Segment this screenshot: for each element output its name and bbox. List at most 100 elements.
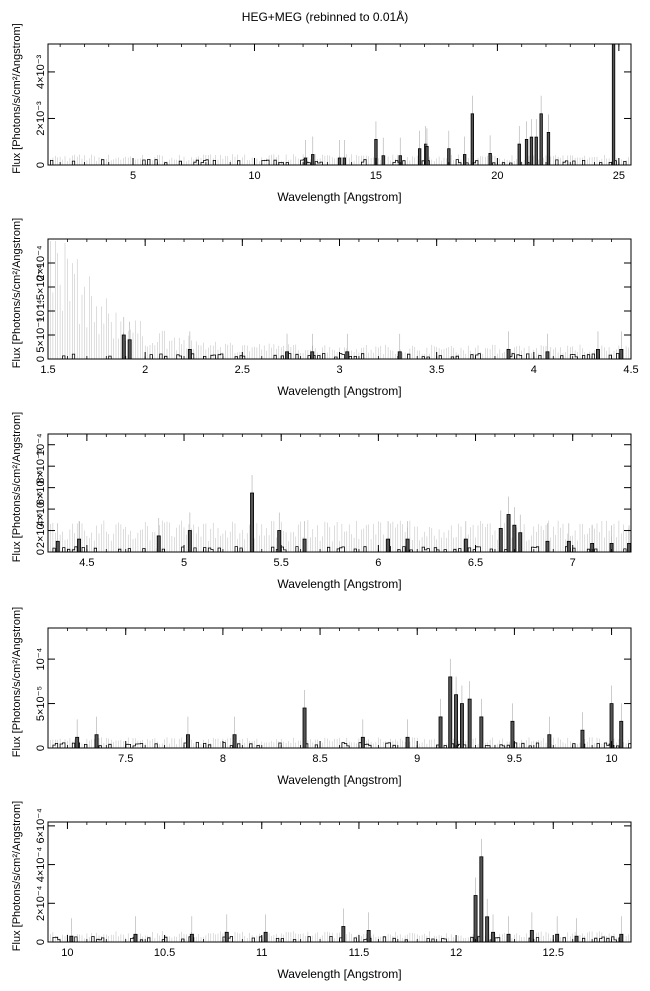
data-bin <box>302 538 307 553</box>
y-tick-label: 0 <box>35 356 47 362</box>
x-tick-label: 5 <box>130 170 136 182</box>
x-tick-label: 15 <box>370 170 382 182</box>
y-tick-label: 10⁻⁴ <box>35 299 47 322</box>
data-bin <box>69 935 74 943</box>
data-bin <box>510 720 515 749</box>
data-bin <box>545 540 550 553</box>
x-tick-label: 4 <box>531 364 537 376</box>
data-bin <box>366 930 371 943</box>
x-tick-label: 20 <box>491 170 503 182</box>
data-bin <box>529 136 534 166</box>
y-axis-label: Flux [Photons/s/cm²/Angstrom] <box>11 23 23 173</box>
y-tick-label: 10⁻⁴ <box>35 647 47 670</box>
x-tick-label: 8 <box>220 753 226 765</box>
data-bin <box>524 138 529 166</box>
x-tick-label: 5 <box>181 557 187 569</box>
y-tick-label: 2×10⁻⁴ <box>35 885 47 921</box>
data-bin <box>75 736 80 749</box>
data-bin <box>506 514 511 553</box>
plot-frame <box>47 627 632 749</box>
data-bin <box>467 698 472 749</box>
x-tick-label: 7.5 <box>118 753 133 765</box>
data-bin <box>156 535 161 553</box>
data-bin <box>546 131 551 166</box>
x-tick-label: 6.5 <box>468 557 483 569</box>
data-bin <box>185 734 190 749</box>
data-bin <box>611 43 616 166</box>
x-tick-label: 2.5 <box>235 364 250 376</box>
data-bin <box>232 734 237 749</box>
data-bin <box>463 538 468 553</box>
data-bin <box>539 113 543 166</box>
data-bin <box>55 540 60 553</box>
x-axis-label: Wavelength [Angstrom] <box>277 190 401 204</box>
x-tick-label: 5.5 <box>274 557 289 569</box>
data-bin <box>619 348 624 360</box>
data-bin <box>619 720 624 749</box>
data-bin <box>498 528 503 553</box>
x-tick-label: 11.5 <box>349 947 370 959</box>
data-bin <box>127 339 132 360</box>
y-tick-label: 0 <box>35 939 47 945</box>
data-bin <box>454 694 458 749</box>
data-bin <box>263 931 268 943</box>
x-tick-label: 10 <box>61 947 73 959</box>
chart-panel-4: 7.5 8 8.5 9 9.5 10 0 5×10⁻⁵ 10⁻⁴ Wavelength [Angs… <box>11 607 632 787</box>
x-axis-label: Wavelength [Angstrom] <box>277 773 401 787</box>
data-bin <box>187 530 192 553</box>
data-bin <box>438 716 443 749</box>
data-bin <box>345 351 350 360</box>
y-tick-label: 10⁻⁴ <box>35 433 47 456</box>
data-bin <box>627 543 631 553</box>
chart-panel-5: 10 10.5 11 11.5 12 12.5 0 2×10⁻⁴ 4×10⁻⁴ 6×10⁻⁴ Wav… <box>11 801 632 981</box>
chart-panel-1: 5 10 15 20 25 0 2×10⁻³ 4×10⁻³ Wavelength [Angstr… <box>11 23 632 204</box>
data-bin <box>381 155 385 166</box>
data-bin <box>448 676 453 749</box>
data-bin <box>485 916 490 943</box>
chart-panel-3: 4.5 5 5.5 6 6.5 7 02×10⁻⁵4×10⁻⁵6×10⁻⁵8×10⁻⁵10⁻… <box>11 412 632 591</box>
data-bin <box>77 538 81 553</box>
data-bin <box>619 933 624 943</box>
plot-frame <box>47 43 632 166</box>
data-bin <box>342 157 347 166</box>
data-bin <box>250 492 254 553</box>
chart-panel-2: 1.5 2 2.5 3 3.5 4 4.5 0 5×10⁻⁵10⁻⁴1.5×10⁻⁴2×10⁻⁴… <box>11 218 639 398</box>
data-bin <box>341 926 346 943</box>
data-bin <box>580 729 585 749</box>
y-tick-label: 5×10⁻⁵ <box>35 686 47 721</box>
data-bin <box>133 933 138 943</box>
x-tick-label: 10 <box>248 170 260 182</box>
y-tick-label: 5×10⁻⁵ <box>35 317 47 352</box>
y-tick-label: 2×10⁻⁵ <box>35 513 47 548</box>
y-axis-label: Flux [Photons/s/cm²/Angstrom] <box>11 218 23 368</box>
x-tick-label: 9 <box>414 753 420 765</box>
data-bin <box>360 736 365 749</box>
data-bin <box>506 933 511 943</box>
y-tick-label: 4×10⁻⁵ <box>35 492 47 527</box>
x-axis-label: Wavelength [Angstrom] <box>277 384 401 398</box>
data-bin <box>459 703 464 749</box>
data-bin <box>187 348 192 360</box>
page-title: HEG+MEG (rebinned to 0.01Å) <box>241 10 409 24</box>
data-bin <box>488 152 492 166</box>
data-bin <box>574 935 579 943</box>
x-tick-label: 1.5 <box>40 364 55 376</box>
data-bin <box>302 707 307 749</box>
data-bin <box>94 734 99 749</box>
x-tick-label: 11 <box>256 947 267 959</box>
data-bin <box>189 933 194 943</box>
y-tick-label: 0 <box>35 745 47 751</box>
data-bin <box>512 524 517 553</box>
data-bin <box>518 532 523 553</box>
x-tick-label: 7 <box>570 557 576 569</box>
x-tick-label: 6 <box>375 557 381 569</box>
data-bin <box>405 736 410 749</box>
y-tick-label: 6×10⁻⁵ <box>35 470 47 505</box>
y-tick-label: 6×10⁻⁴ <box>35 808 47 844</box>
data-bin <box>555 933 560 943</box>
baseline-histogram <box>48 546 631 553</box>
data-bin <box>121 334 126 360</box>
x-tick-label: 25 <box>613 170 625 182</box>
y-tick-label: 4×10⁻⁴ <box>35 847 47 883</box>
